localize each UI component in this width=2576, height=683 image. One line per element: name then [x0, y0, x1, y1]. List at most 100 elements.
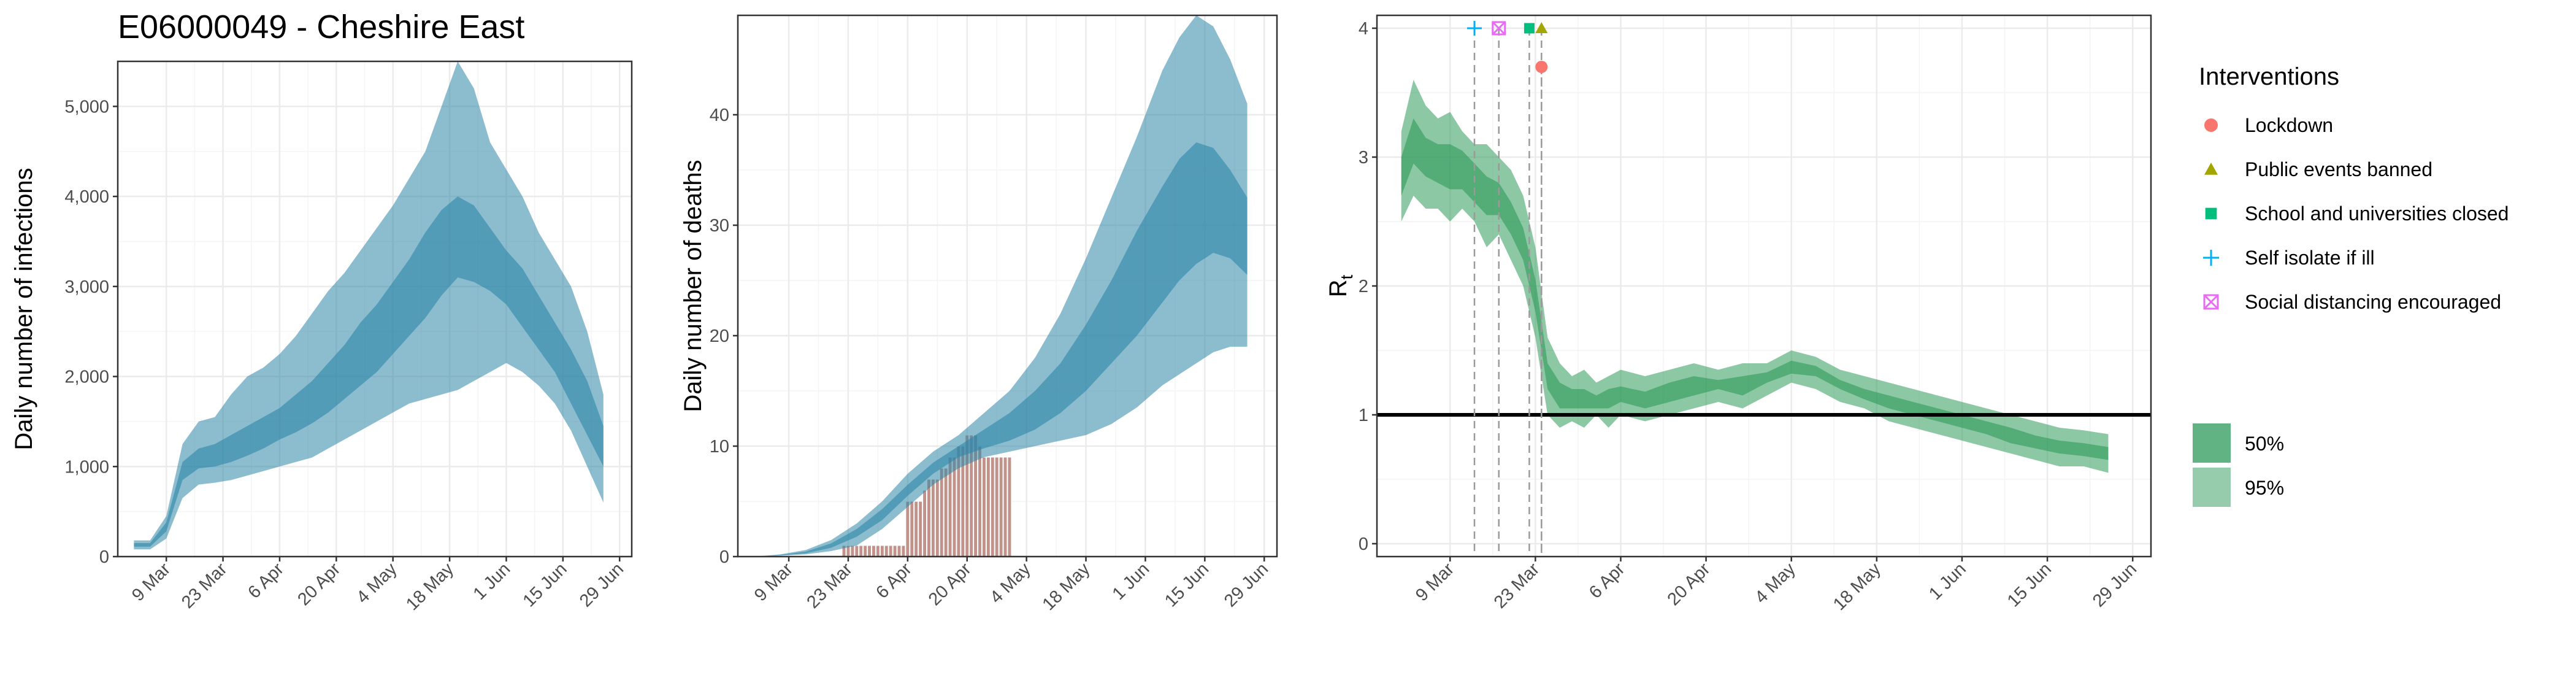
y-axis-title-subscript: t	[1337, 274, 1356, 279]
death-bar	[922, 490, 927, 557]
death-bar	[888, 545, 893, 557]
death-bar	[939, 468, 944, 557]
y-tick-label: 3	[1359, 148, 1368, 168]
death-bar	[854, 545, 859, 557]
death-bar	[943, 468, 948, 557]
y-tick-label: 0	[99, 547, 109, 567]
death-bar	[914, 501, 919, 557]
infections-panel: 0 1,000 2,000 3,000 4,000 5,000 9 Mar 23 Mar 6 A…	[10, 60, 633, 614]
deaths-panel: 0 10 20 30 40 9 Mar 23 Mar 6 Apr 20 Apr 4 May 18 M…	[680, 14, 1278, 614]
death-bar	[994, 457, 999, 557]
x-tick-label: 9 Mar	[751, 559, 797, 605]
x-tick-label: 1 Jun	[470, 559, 515, 604]
x-tick-label: 29 Jun	[2089, 559, 2141, 611]
ribbon-50pct	[754, 142, 1248, 557]
legend-item-label: School and universities closed	[2245, 203, 2509, 225]
rt-panel: 0 1 2 3 4 9 Mar 23 Mar 6 Apr 20 Apr 4 May 18 May 1 …	[1325, 14, 2152, 614]
y-tick-label: 2,000	[64, 368, 109, 387]
ribbon-50pct	[134, 196, 604, 547]
legend-marker-triangle	[2204, 163, 2218, 175]
death-bar	[918, 501, 923, 557]
y-tick-label: 0	[1359, 534, 1368, 554]
death-bar	[1003, 457, 1008, 557]
x-tick-label: 29 Jun	[1221, 559, 1272, 611]
death-bar	[897, 545, 902, 557]
y-tick-label: 10	[710, 437, 729, 457]
legend-marker-circle	[2204, 118, 2218, 132]
legend-band-label: 50%	[2245, 433, 2284, 455]
x-tick-label: 1 Jun	[1925, 559, 1970, 604]
intervention-marker-circle	[1535, 61, 1548, 73]
panel-border	[737, 14, 1278, 558]
death-bar	[990, 457, 995, 557]
x-tick-label: 20 Apr	[1664, 559, 1714, 609]
x-tick-label: 6 Apr	[244, 559, 288, 603]
legend-band-label: 95%	[2245, 477, 2284, 499]
intervention-marker-boxcross	[1492, 21, 1506, 36]
legend-marker-square	[2205, 207, 2217, 220]
death-bar	[981, 457, 986, 557]
death-bar	[875, 545, 880, 557]
legend-band-swatch	[2193, 423, 2231, 463]
intervention-marker-triangle	[1535, 22, 1548, 33]
x-tick-label: 18 May	[1039, 559, 1094, 614]
legend-item-label: Lockdown	[2245, 114, 2333, 136]
death-bar	[880, 545, 884, 557]
x-tick-label: 20 Apr	[294, 559, 344, 609]
death-bar	[859, 545, 864, 557]
ribbon-95pct	[1401, 80, 2109, 473]
y-tick-label: 3,000	[64, 277, 109, 297]
legend-marker-plus	[2203, 250, 2219, 266]
x-tick-label: 18 May	[402, 559, 458, 614]
death-bar	[927, 479, 931, 557]
y-tick-label: 1	[1359, 406, 1368, 425]
y-axis-title: Daily number of infections	[10, 168, 37, 450]
death-bar	[872, 545, 876, 557]
x-tick-label: 29 Jun	[576, 559, 627, 611]
x-tick-label: 6 Apr	[1585, 559, 1629, 603]
death-bar	[910, 501, 914, 557]
death-bar	[952, 457, 957, 557]
death-bar	[863, 545, 868, 557]
death-bar	[999, 457, 1003, 557]
legend-marker-boxcross	[2203, 294, 2219, 310]
intervention-marker-boxcross-box	[1492, 21, 1506, 36]
death-bar	[986, 457, 991, 557]
x-tick-label: 20 Apr	[925, 559, 975, 609]
death-bar	[892, 545, 897, 557]
y-tick-label: 20	[710, 326, 729, 346]
legend-marker-boxcross-box	[2203, 294, 2219, 310]
x-tick-label: 15 Jun	[1161, 559, 1213, 611]
x-tick-label: 6 Apr	[872, 559, 916, 603]
x-tick-label: 15 Jun	[2004, 559, 2055, 611]
legend-item-label: Public events banned	[2245, 158, 2432, 180]
page-title: E06000049 - Cheshire East	[118, 9, 524, 45]
legend-marker-boxcross-d2	[2203, 294, 2219, 310]
legend-title: Interventions	[2199, 63, 2339, 90]
death-bar	[935, 479, 940, 557]
panel-border	[117, 60, 633, 558]
legend-item-label: Social distancing encouraged	[2245, 291, 2501, 313]
intervention-marker-plus	[1466, 21, 1482, 36]
death-bar	[867, 545, 872, 557]
death-bar	[850, 545, 855, 557]
x-tick-label: 4 May	[1751, 559, 1800, 608]
y-tick-label: 2	[1359, 277, 1368, 296]
x-tick-label: 4 May	[353, 559, 401, 608]
legend-band-swatch	[2193, 468, 2231, 507]
x-tick-label: 9 Mar	[128, 559, 174, 605]
intervention-marker-boxcross-d2	[1492, 21, 1506, 36]
x-tick-label: 23 Mar	[178, 559, 231, 612]
death-bar	[1007, 457, 1012, 557]
x-tick-label: 9 Mar	[1412, 559, 1458, 605]
x-tick-label: 4 May	[986, 559, 1035, 608]
y-tick-label: 4,000	[64, 187, 109, 207]
x-tick-label: 23 Mar	[803, 559, 856, 612]
death-bar	[884, 545, 889, 557]
y-tick-label: 30	[710, 216, 729, 236]
x-tick-label: 18 May	[1830, 559, 1885, 614]
legend-item-label: Self isolate if ill	[2245, 247, 2375, 269]
legend: Interventions Lockdown Public events bann…	[2193, 63, 2509, 507]
y-tick-label: 0	[719, 547, 729, 567]
